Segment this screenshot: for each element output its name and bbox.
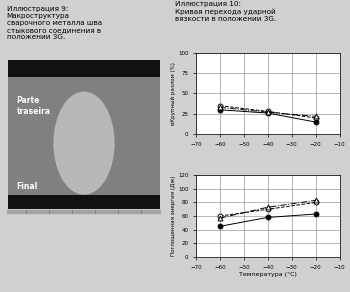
Y-axis label: Поглощенная энергия (Дж): Поглощенная энергия (Дж) <box>172 176 176 256</box>
Text: Parte
traseira: Parte traseira <box>16 96 50 116</box>
Ellipse shape <box>54 92 114 195</box>
FancyBboxPatch shape <box>8 74 160 200</box>
X-axis label: Температура (°C): Температура (°C) <box>239 272 297 277</box>
Text: Final: Final <box>16 182 38 191</box>
Text: Иллюстрация 9:
Макроструктура
сварочного металла шва
стыкового соединения в
поло: Иллюстрация 9: Макроструктура сварочного… <box>7 6 102 40</box>
Y-axis label: вКрупный разлом (%): вКрупный разлом (%) <box>172 62 176 125</box>
Text: Иллюстрация 10:
Кривая перехода ударной
вязкости в положении 3G.: Иллюстрация 10: Кривая перехода ударной … <box>175 1 276 22</box>
FancyBboxPatch shape <box>8 60 160 209</box>
FancyBboxPatch shape <box>8 195 160 209</box>
FancyBboxPatch shape <box>8 60 160 77</box>
